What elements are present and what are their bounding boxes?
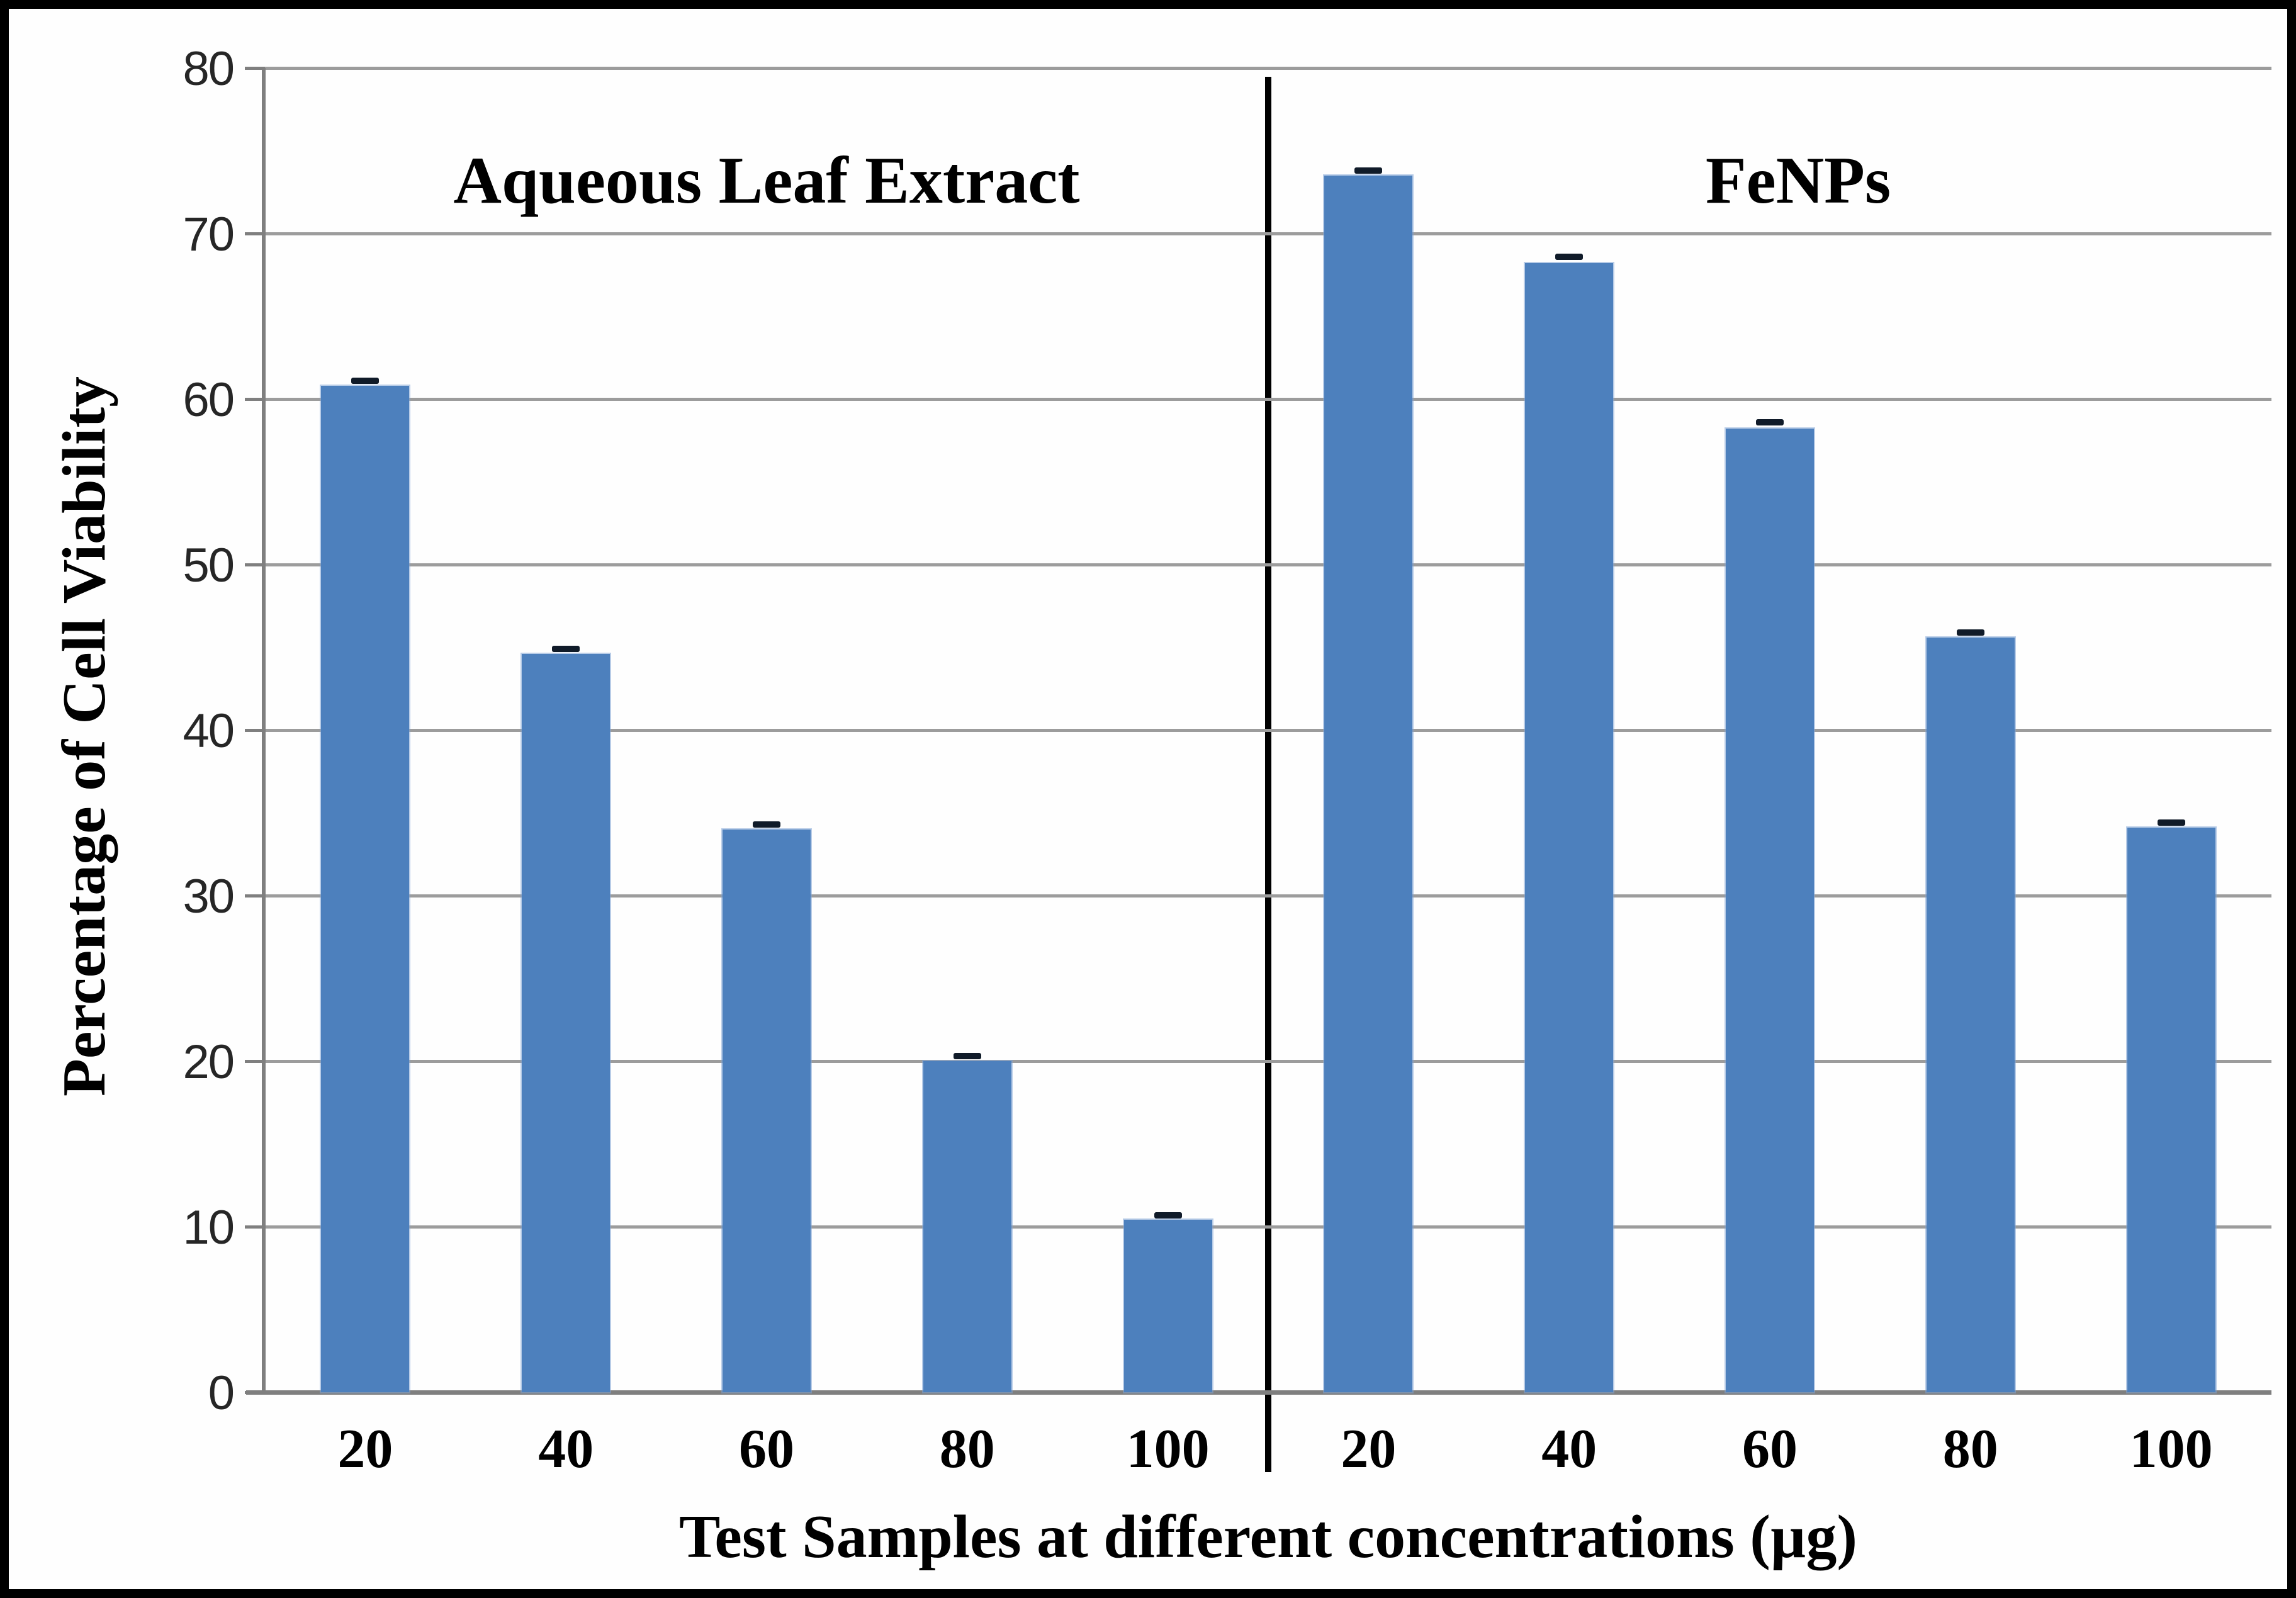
- x-tick-label: 20: [1341, 1419, 1397, 1480]
- y-tick-label-80: 80: [183, 42, 235, 96]
- x-axis-line: [246, 1390, 2271, 1395]
- bar-aqueous-leaf-extract-80: [923, 1061, 1011, 1392]
- gridline-80: [265, 67, 2271, 70]
- bar-aqueous-leaf-extract-40: [522, 654, 611, 1392]
- y-tick-label-50: 50: [183, 539, 235, 592]
- gridline-50: [265, 563, 2271, 566]
- bar-fenps-20: [1324, 175, 1413, 1392]
- bar-fenps-80: [1926, 637, 2015, 1392]
- x-tick-label: 80: [1942, 1419, 1998, 1480]
- y-tick-60: [245, 398, 265, 401]
- error-bar-cap: [552, 646, 580, 653]
- y-tick-label-20: 20: [183, 1035, 235, 1089]
- error-bar-cap: [1354, 167, 1383, 174]
- y-tick-label-40: 40: [183, 704, 235, 758]
- error-bar-cap: [2157, 819, 2185, 826]
- y-tick-label-70: 70: [183, 208, 235, 261]
- bar-fenps-100: [2127, 828, 2215, 1392]
- x-tick-label: 20: [337, 1419, 393, 1480]
- bar-aqueous-leaf-extract-60: [723, 829, 811, 1392]
- y-tick-label-0: 0: [208, 1366, 235, 1420]
- y-tick-20: [245, 1060, 265, 1063]
- error-bar-cap: [1154, 1212, 1182, 1218]
- error-bar-cap: [953, 1053, 981, 1060]
- x-tick-label: 80: [939, 1419, 995, 1480]
- y-tick-80: [245, 67, 265, 70]
- y-tick-30: [245, 894, 265, 897]
- error-bar-cap: [753, 821, 780, 828]
- gridline-30: [265, 894, 2271, 897]
- x-tick-label: 100: [2129, 1419, 2213, 1480]
- y-tick-0: [245, 1391, 265, 1394]
- x-tick-label: 60: [1742, 1419, 1798, 1480]
- bar-aqueous-leaf-extract-20: [321, 385, 410, 1392]
- error-bar-cap: [1956, 629, 1984, 636]
- y-tick-label-60: 60: [183, 373, 235, 427]
- error-bar-cap: [1756, 419, 1784, 425]
- bar-fenps-40: [1525, 263, 1614, 1392]
- y-tick-10: [245, 1225, 265, 1229]
- gridline-40: [265, 729, 2271, 732]
- y-tick-70: [245, 232, 265, 235]
- bar-fenps-60: [1726, 429, 1814, 1392]
- gridline-60: [265, 398, 2271, 401]
- group-divider-line: [1265, 77, 1271, 1472]
- y-tick-label-10: 10: [183, 1201, 235, 1254]
- gridline-10: [265, 1225, 2271, 1229]
- x-tick-label: 40: [1541, 1419, 1597, 1480]
- bar-aqueous-leaf-extract-100: [1123, 1220, 1212, 1392]
- group-title-fenps: FeNPs: [1705, 143, 1891, 217]
- error-bar-cap: [1555, 253, 1584, 260]
- x-tick-label: 40: [538, 1419, 594, 1480]
- error-bar-cap: [351, 378, 380, 385]
- x-tick-label: 100: [1126, 1419, 1210, 1480]
- y-tick-label-30: 30: [183, 870, 235, 923]
- y-tick-50: [245, 563, 265, 566]
- gridline-20: [265, 1060, 2271, 1063]
- gridline-70: [265, 232, 2271, 235]
- y-tick-40: [245, 729, 265, 732]
- group-title-aqueous-leaf-extract: Aqueous Leaf Extract: [453, 143, 1080, 217]
- x-axis-title: Test Samples at different concentrations…: [678, 1503, 1858, 1571]
- x-tick-label: 60: [739, 1419, 794, 1480]
